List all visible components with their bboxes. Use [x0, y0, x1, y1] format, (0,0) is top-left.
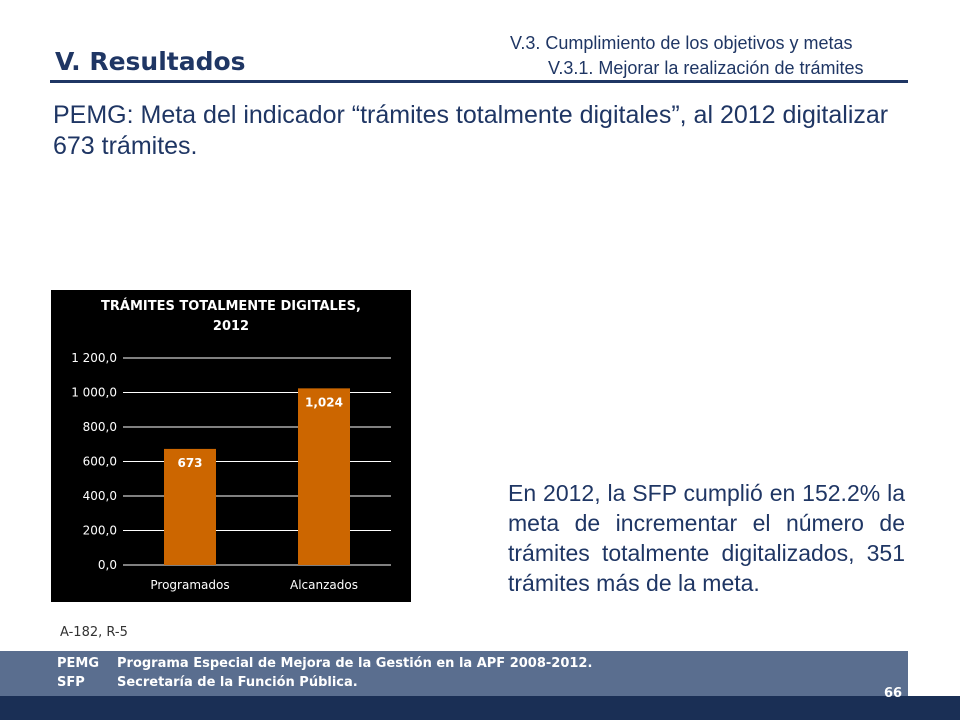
title-divider — [50, 80, 908, 83]
intro-text: PEMG: Meta del indicador “trámites total… — [53, 101, 889, 160]
footer-abbr-sfp: SFP — [57, 675, 85, 690]
bar-chart-canvas: TRÁMITES TOTALMENTE DIGITALES, 2012 0,0 2… — [71, 298, 391, 592]
chart-title-line-1: TRÁMITES TOTALMENTE DIGITALES, — [101, 298, 361, 314]
x-category-label: Programados — [150, 578, 229, 592]
bar-chart: TRÁMITES TOTALMENTE DIGITALES, 2012 0,0 2… — [51, 290, 411, 602]
footer-definition-sfp: SFP Secretaría de la Función Pública. — [57, 675, 358, 690]
chart-title-line-2: 2012 — [213, 319, 249, 334]
page-number: 66 — [884, 686, 903, 701]
y-tick-label: 200,0 — [83, 524, 117, 538]
footer-abbr-pemg: PEMG — [57, 656, 100, 671]
footer-bottom-band — [0, 696, 960, 720]
footer-text-pemg: Programa Especial de Mejora de la Gestió… — [117, 656, 593, 671]
reference-code: A-182, R-5 — [60, 625, 128, 640]
section-title: V. Resultados — [55, 47, 246, 76]
footer-text-sfp: Secretaría de la Función Pública. — [117, 675, 358, 690]
y-tick-label: 400,0 — [83, 489, 117, 503]
bar — [164, 448, 216, 565]
summary-text: En 2012, la SFP cumplió en 152.2% la met… — [508, 480, 905, 596]
y-tick-label: 1 200,0 — [71, 351, 117, 365]
y-tick-label: 600,0 — [83, 455, 117, 469]
bar-data-label: 673 — [177, 456, 202, 470]
y-tick-label: 1 000,0 — [71, 386, 117, 400]
x-category-label: Alcanzados — [290, 578, 358, 592]
subtitle-procedures: V.3.1. Mejorar la realización de trámite… — [548, 58, 864, 78]
footer-definition-pemg: PEMG Programa Especial de Mejora de la Ge… — [57, 656, 592, 671]
bar — [298, 388, 350, 565]
y-tick-label: 800,0 — [83, 420, 117, 434]
y-tick-label: 0,0 — [98, 558, 117, 572]
bar-data-label: 1,024 — [305, 395, 343, 409]
footer-band — [0, 651, 908, 696]
subtitle-objectives: V.3. Cumplimiento de los objetivos y met… — [510, 33, 853, 53]
